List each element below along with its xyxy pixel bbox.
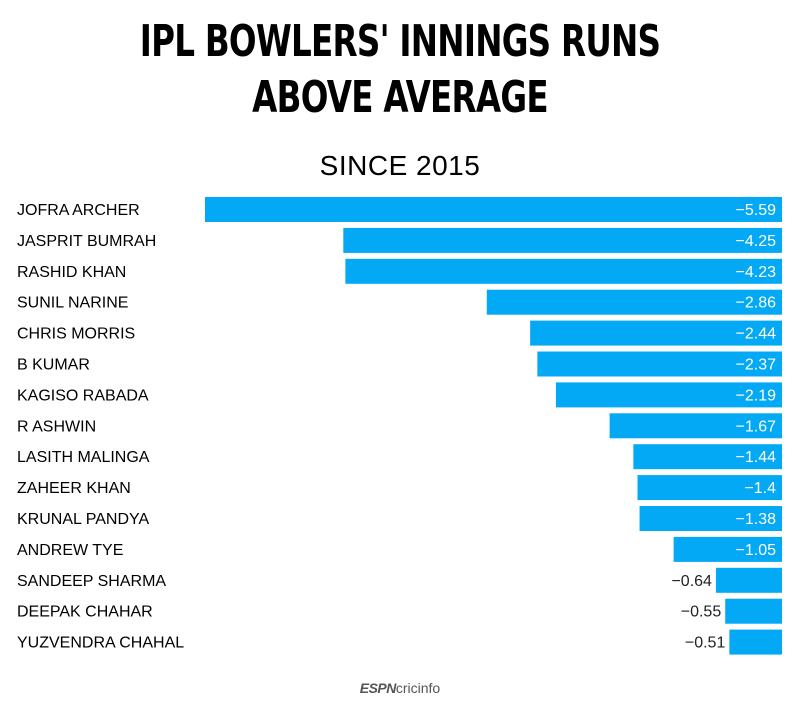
value-label: −0.51 [685, 635, 726, 652]
category-label: RASHID KHAN [17, 264, 126, 281]
bar [555, 382, 782, 408]
category-label: DEEPAK CHAHAR [17, 604, 153, 621]
value-label: −4.23 [736, 264, 777, 281]
bar [343, 227, 782, 253]
bar [537, 351, 782, 377]
bar [205, 197, 782, 222]
value-label: −2.19 [736, 387, 777, 404]
bar [633, 444, 782, 470]
category-label: R ASHWIN [17, 418, 96, 435]
value-label: −5.59 [736, 202, 777, 219]
category-label: SANDEEP SHARMA [17, 573, 166, 590]
category-label: SUNIL NARINE [17, 295, 128, 312]
bar-chart: JOFRA ARCHER −5.59 JASPRIT BUMRAH −4.25 RASH… [17, 197, 782, 655]
bar [639, 506, 782, 531]
category-label: ZAHEER KHAN [17, 480, 131, 497]
value-label: −2.86 [736, 295, 777, 312]
bar [530, 320, 782, 346]
brand-logo-cricinfo: cricinfo [395, 680, 441, 696]
brand-logo: ESPNcricinfo [0, 680, 800, 696]
category-label: B KUMAR [17, 357, 90, 374]
bar [637, 475, 782, 501]
bar [486, 289, 782, 315]
value-label: −1.05 [736, 542, 777, 559]
chart-subtitle: SINCE 2015 [319, 150, 481, 181]
chart-title: IPL BOWLERS' INNINGS RUNS ABOVE AVERAGE [139, 16, 661, 123]
category-label: ANDREW TYE [17, 542, 123, 559]
bar [715, 567, 782, 593]
category-label: JASPRIT BUMRAH [17, 233, 156, 250]
value-label: −2.37 [736, 357, 777, 374]
category-label: KRUNAL PANDYA [17, 511, 150, 528]
brand-logo-espn: ESPN [359, 680, 397, 696]
value-label: −4.25 [736, 233, 777, 250]
category-label: JOFRA ARCHER [17, 202, 140, 219]
value-label: −1.4 [744, 480, 776, 497]
value-label: −2.44 [736, 326, 777, 343]
category-label: CHRIS MORRIS [17, 326, 135, 343]
bar [673, 536, 782, 562]
bar [729, 629, 782, 655]
bar [345, 258, 782, 284]
category-label: YUZVENDRA CHAHAL [17, 635, 184, 652]
value-label: −0.64 [671, 573, 712, 590]
value-label: −1.38 [736, 511, 777, 528]
value-label: −0.55 [681, 604, 722, 621]
value-label: −1.44 [736, 449, 777, 466]
category-label: LASITH MALINGA [17, 449, 150, 466]
bar [609, 413, 782, 439]
bar [725, 598, 782, 624]
value-label: −1.67 [736, 418, 777, 435]
category-label: KAGISO RABADA [17, 387, 149, 404]
